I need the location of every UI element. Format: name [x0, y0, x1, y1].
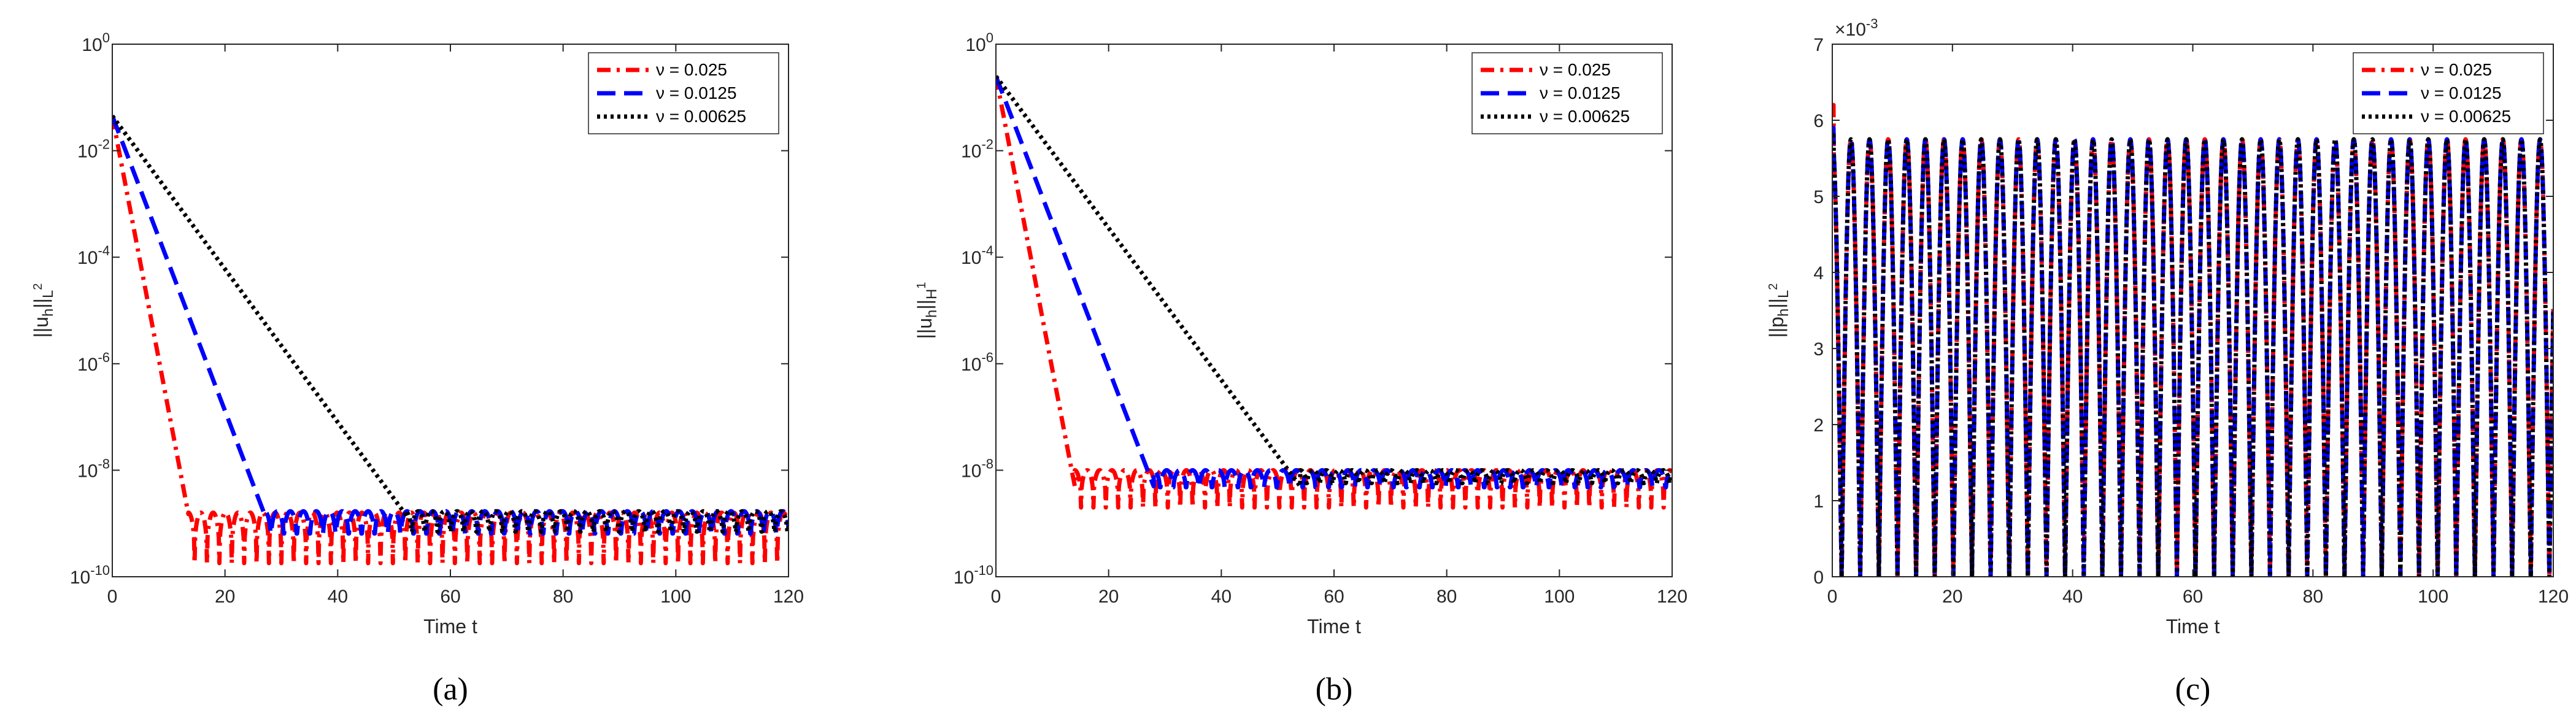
y-tick-label: 10-8: [77, 456, 110, 481]
legend-label-2: ν = 0.0125: [2421, 83, 2502, 102]
panel-caption: (c): [2175, 672, 2211, 707]
panel-b: 0 20 40 60 80 100 120 10-10 10-8 10-6 10-4 10-2 100 T…: [914, 30, 1687, 707]
series-group: [112, 114, 789, 566]
legend-box: [588, 52, 779, 134]
y-tick-label: 6: [1813, 111, 1824, 131]
series-line-3: [112, 114, 789, 534]
legend-box: [1471, 52, 1663, 134]
x-tick-label: 120: [773, 587, 804, 607]
legend-label-3: ν = 0.00625: [656, 107, 746, 126]
x-tick-label: 80: [553, 587, 573, 607]
y-axis-label: ||uh||L2: [30, 283, 56, 338]
legend-label-1: ν = 0.025: [656, 60, 727, 79]
legend-label-1: ν = 0.025: [1540, 60, 1611, 79]
x-tick-label: 0: [1827, 587, 1838, 607]
x-tick-label: 60: [2183, 587, 2203, 607]
y-tick-label: 1: [1813, 491, 1824, 512]
y-tick-label: 10-4: [961, 243, 993, 268]
panel-c: 0 20 40 60 80 100 120 0 1 2 3 4 5 6 7 ×10-3 Time t ||ph||…: [1765, 16, 2569, 707]
legend-box: [2353, 52, 2544, 134]
y-tick-label: 10-6: [77, 350, 110, 375]
y-tick-label: 100: [82, 30, 110, 55]
series-line-3: [1832, 133, 2553, 577]
y-tick-label: 0: [1813, 568, 1824, 588]
legend-label-3: ν = 0.00625: [2421, 107, 2511, 126]
y-tick-label: 10-2: [961, 137, 993, 162]
y-tick-label: 10-4: [77, 243, 110, 268]
x-tick-label: 100: [2418, 587, 2448, 607]
y-axis-label: ||uh||H1: [914, 282, 940, 339]
y-tick-label: 10-8: [961, 456, 993, 481]
series-line-3: [996, 75, 1672, 488]
x-tick-label: 100: [660, 587, 691, 607]
x-tick-label: 80: [1436, 587, 1457, 607]
series-group: [996, 75, 1672, 510]
x-tick-label: 40: [1211, 587, 1232, 607]
y-axis-label: ||ph||L2: [1765, 283, 1792, 338]
panel-a: 0 20 40 60 80 100 120 10-10 10-8 10-6 10-4 10-2 100 T…: [30, 30, 804, 707]
x-tick-label: 0: [991, 587, 1001, 607]
legend-label-2: ν = 0.0125: [656, 83, 737, 102]
y-tick-label: 10-10: [70, 563, 110, 588]
y-tick-label: 4: [1813, 263, 1824, 283]
x-tick-label: 40: [328, 587, 348, 607]
legend-label-2: ν = 0.0125: [1540, 83, 1621, 102]
x-tick-label: 100: [1544, 587, 1575, 607]
x-tick-label: 120: [2538, 587, 2569, 607]
y-multiplier: ×10-3: [1835, 16, 1878, 40]
x-axis-label: Time t: [423, 615, 477, 637]
panel-caption: (b): [1316, 672, 1353, 707]
y-tick-label: 7: [1813, 35, 1824, 55]
y-tick-label: 10-10: [954, 563, 993, 588]
y-tick-label: 3: [1813, 339, 1824, 360]
x-tick-label: 60: [1324, 587, 1344, 607]
x-tick-label: 20: [1942, 587, 1962, 607]
panel-caption: (a): [433, 672, 468, 707]
x-axis-label: Time t: [1307, 615, 1361, 637]
series-line-1: [112, 115, 789, 566]
x-tick-label: 60: [440, 587, 460, 607]
x-axis-label: Time t: [2166, 615, 2220, 637]
legend-label-3: ν = 0.00625: [1540, 107, 1630, 126]
y-tick-label: 10-2: [77, 137, 110, 162]
series-group: [1832, 102, 2553, 577]
y-tick-label: 10-6: [961, 350, 993, 375]
y-tick-label: 5: [1813, 187, 1824, 207]
y-tick-label: 2: [1813, 415, 1824, 436]
y-tick-label: 100: [965, 30, 993, 55]
x-tick-label: 120: [1657, 587, 1687, 607]
legend-label-1: ν = 0.025: [2421, 60, 2492, 79]
x-tick-label: 80: [2303, 587, 2323, 607]
x-tick-label: 40: [2062, 587, 2083, 607]
x-tick-label: 20: [215, 587, 235, 607]
x-tick-label: 20: [1098, 587, 1119, 607]
x-tick-label: 0: [107, 587, 118, 607]
